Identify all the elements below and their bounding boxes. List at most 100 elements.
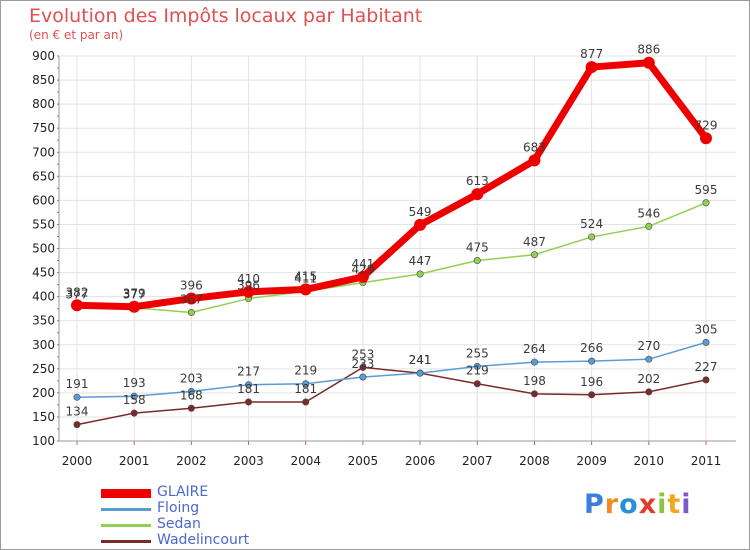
data-point-floing [645, 355, 653, 363]
data-point-wadelincourt [130, 409, 138, 417]
data-point-sedan [416, 270, 424, 278]
data-label-floing: 233 [351, 357, 374, 371]
data-label-wadelincourt: 181 [237, 382, 260, 396]
data-label-glaire: 396 [180, 279, 203, 293]
x-tick-label: 2005 [348, 454, 379, 468]
data-point-glaire [414, 218, 427, 231]
data-label-wadelincourt: 196 [580, 375, 603, 389]
x-tick-label: 2011 [691, 454, 722, 468]
x-tick-label: 2007 [462, 454, 493, 468]
series-line-wadelincourt [76, 366, 707, 426]
y-tick-label: 500 [32, 242, 55, 256]
data-label-sedan: 447 [409, 254, 432, 268]
data-label-sedan: 411 [294, 271, 317, 285]
x-tick-label: 2010 [634, 454, 665, 468]
data-label-wadelincourt: 168 [180, 388, 203, 402]
x-tick-label: 2006 [405, 454, 436, 468]
x-tick-label: 2002 [176, 454, 207, 468]
data-point-wadelincourt [702, 376, 710, 384]
y-tick-label: 750 [32, 121, 55, 135]
data-label-sedan: 377 [123, 288, 146, 302]
data-point-floing [359, 373, 367, 381]
logo-letter: P [584, 489, 605, 520]
data-label-floing: 255 [466, 346, 489, 360]
data-label-glaire: 441 [351, 257, 374, 271]
legend-label-floing: Floing [157, 500, 200, 516]
y-tick-label: 700 [32, 145, 55, 159]
logo-letter: i [681, 489, 692, 520]
data-point-sedan [187, 309, 195, 317]
data-point-wadelincourt [530, 390, 538, 398]
data-label-glaire: 415 [294, 269, 317, 283]
x-tick-label: 2004 [290, 454, 321, 468]
label-layer: 134 158 168 181 181 253 241 219 198 196 202 227 191 1… [66, 43, 718, 419]
data-point-glaire [242, 285, 255, 298]
data-label-sedan: 524 [580, 217, 603, 231]
data-point-floing [530, 358, 538, 366]
logo-letter: t [667, 489, 682, 520]
data-point-floing [416, 369, 424, 377]
legend-swatch-glaire [101, 489, 151, 498]
logo-letter: r [604, 489, 620, 520]
data-label-sedan: 396 [237, 279, 260, 293]
data-label-floing: 219 [294, 364, 317, 378]
data-label-glaire: 382 [66, 285, 89, 299]
logo-letter: i [657, 489, 668, 520]
data-label-sedan: 429 [351, 263, 374, 277]
data-point-floing [702, 338, 710, 346]
data-label-glaire: 549 [409, 205, 432, 219]
data-label-glaire: 877 [580, 47, 603, 61]
chart-title: Evolution des Impôts locaux par Habitant [29, 5, 423, 27]
data-point-glaire [700, 132, 712, 145]
data-label-floing: 266 [580, 341, 603, 355]
data-label-wadelincourt: 134 [66, 405, 89, 419]
data-label-sedan: 595 [695, 183, 718, 197]
x-tick-label: 2008 [519, 454, 550, 468]
data-label-sedan: 475 [466, 241, 489, 255]
data-point-glaire [642, 56, 655, 69]
data-label-sedan: 367 [180, 293, 203, 307]
legend-item-sedan: Sedan [101, 516, 301, 533]
data-point-wadelincourt [588, 391, 596, 399]
series-line-sedan [77, 202, 707, 314]
y-tick-label: 100 [32, 434, 55, 448]
data-point-sedan [702, 199, 710, 207]
data-label-wadelincourt: 198 [523, 374, 546, 388]
data-point-glaire [185, 292, 198, 305]
data-point-wadelincourt [302, 398, 310, 406]
legend-label-wadelincourt: Wadelincourt [157, 532, 250, 548]
y-tick-label: 900 [32, 49, 55, 63]
data-point-floing [588, 357, 596, 365]
data-label-wadelincourt: 253 [351, 347, 374, 361]
x-tick-label: 2000 [62, 454, 93, 468]
data-label-glaire: 683 [523, 140, 546, 154]
data-point-floing [73, 393, 81, 401]
data-point-sedan [473, 257, 481, 265]
data-label-glaire: 379 [123, 287, 146, 301]
data-point-glaire [128, 300, 141, 313]
y-tick-label: 250 [32, 362, 55, 376]
legend-label-glaire: GLAIRE [157, 484, 209, 500]
legend: GLAIRE Floing Sedan Wadelincourt [101, 484, 301, 549]
data-point-floing [473, 362, 481, 370]
series-line-floing [76, 341, 707, 398]
data-label-wadelincourt: 241 [409, 353, 432, 367]
y-tick-label: 200 [32, 386, 55, 400]
data-label-sedan: 546 [637, 206, 660, 220]
legend-item-glaire: GLAIRE [101, 484, 301, 501]
data-point-wadelincourt [473, 380, 481, 388]
data-label-sedan: 487 [523, 235, 546, 249]
data-point-glaire [71, 299, 83, 312]
legend-item-wadelincourt: Wadelincourt [101, 532, 301, 549]
legend-item-floing: Floing [101, 500, 301, 517]
data-label-floing: 217 [237, 365, 260, 379]
proxiti-logo: Proxiti [584, 489, 692, 520]
legend-swatch-wadelincourt [101, 540, 151, 543]
legend-swatch-floing [101, 508, 151, 511]
data-point-wadelincourt [73, 421, 81, 429]
data-label-floing: 193 [123, 376, 146, 390]
data-label-glaire: 886 [637, 43, 660, 57]
y-tick-label: 550 [32, 217, 55, 231]
data-label-floing: 191 [66, 377, 89, 391]
